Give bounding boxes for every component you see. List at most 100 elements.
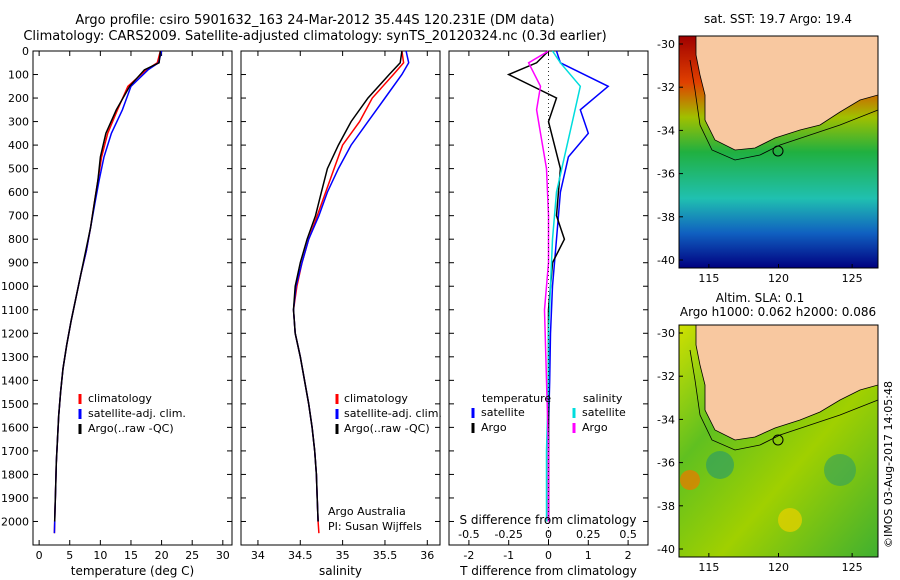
differences-xtick-label: -2 bbox=[463, 549, 474, 562]
sla-map-title-1: Altim. SLA: 0.1 bbox=[716, 291, 804, 305]
depth-tick-label: 900 bbox=[8, 257, 29, 270]
s-diff-tick-label: 0.5 bbox=[619, 528, 637, 541]
sst-map-land bbox=[695, 35, 879, 151]
map-ytick-label: -34 bbox=[657, 124, 675, 137]
temperature-xtick-label: 5 bbox=[66, 549, 73, 562]
map-ytick-label: -32 bbox=[657, 81, 675, 94]
depth-tick-label: 1700 bbox=[1, 445, 29, 458]
depth-tick-label: 1500 bbox=[1, 398, 29, 411]
s-diff-tick-label: -0.25 bbox=[494, 528, 522, 541]
annotation-line-2: PI: Susan Wijffels bbox=[328, 520, 422, 533]
legend-label: Argo bbox=[582, 421, 608, 434]
sla-map-title-2: Argo h1000: 0.062 h2000: 0.086 bbox=[680, 305, 876, 319]
legend-label: satellite bbox=[481, 406, 525, 419]
salinity-xtick-label: 34.5 bbox=[288, 549, 313, 562]
temperature-xtick-label: 0 bbox=[36, 549, 43, 562]
map-xtick-label: 120 bbox=[768, 272, 789, 285]
map-ytick-label: -30 bbox=[657, 327, 675, 340]
temperature-panel: 0 5 10 15 20 25 300100200300400500600700800900… bbox=[1, 45, 233, 578]
difference-panel: -2 -1 0 1 2 T difference from climatology -0.5… bbox=[448, 50, 649, 578]
legend-temp-header: temperature bbox=[482, 392, 551, 405]
temperature-xtick-label: 25 bbox=[185, 549, 199, 562]
temperature-xlabel: temperature (deg C) bbox=[71, 564, 194, 578]
depth-tick-label: 100 bbox=[8, 69, 29, 82]
map-xtick-label: 115 bbox=[698, 272, 719, 285]
temperature-xtick-label: 15 bbox=[124, 549, 138, 562]
legend-label: Argo(..raw -QC) bbox=[88, 422, 174, 435]
salinity-frame bbox=[240, 50, 441, 546]
s-diff-tick-label: 0 bbox=[545, 528, 552, 541]
map-ytick-label: -40 bbox=[657, 254, 675, 267]
depth-tick-label: 300 bbox=[8, 116, 29, 129]
differences-xtick-label: 0 bbox=[545, 549, 552, 562]
map-ytick-label: -38 bbox=[657, 500, 675, 513]
depth-tick-label: 800 bbox=[8, 233, 29, 246]
depth-tick-label: 700 bbox=[8, 210, 29, 223]
s-diff-tick-label: -0.5 bbox=[458, 528, 479, 541]
map-ytick-label: -32 bbox=[657, 370, 675, 383]
map-ytick-label: -34 bbox=[657, 413, 675, 426]
s-diff-tick-label: 0.25 bbox=[576, 528, 601, 541]
sst-map-argo-location bbox=[772, 145, 784, 157]
map-ytick-label: -36 bbox=[657, 457, 675, 470]
legend-label: Argo(..raw -QC) bbox=[344, 422, 430, 435]
salinity-xlabel: salinity bbox=[319, 564, 362, 578]
salinity-xtick-label: 36 bbox=[420, 549, 434, 562]
depth-tick-label: 1900 bbox=[1, 492, 29, 505]
salinity-xtick-label: 35.5 bbox=[373, 549, 398, 562]
legend-label: climatology bbox=[88, 392, 152, 405]
temperature-xtick-label: 20 bbox=[155, 549, 169, 562]
depth-tick-label: 1600 bbox=[1, 421, 29, 434]
legend-label: climatology bbox=[344, 392, 408, 405]
legend-label: Argo bbox=[481, 421, 507, 434]
map-xtick-label: 115 bbox=[698, 561, 719, 574]
sst-map: sat. SST: 19.7 Argo: 19.4 115 120 125 -30 -3… bbox=[657, 12, 879, 285]
sla-map: Altim. SLA: 0.1 Argo h1000: 0.062 h2000:… bbox=[657, 291, 879, 574]
temperature-xtick-label: 30 bbox=[216, 549, 230, 562]
legend-label: satellite bbox=[582, 406, 626, 419]
title-line-2: Climatology: CARS2009. Satellite-adjuste… bbox=[23, 29, 606, 44]
depth-tick-label: 1100 bbox=[1, 304, 29, 317]
differences-xtick-label: -1 bbox=[503, 549, 514, 562]
sla-map-land bbox=[695, 324, 879, 441]
depth-tick-label: 1800 bbox=[1, 468, 29, 481]
differences-xtick-label: 2 bbox=[625, 549, 632, 562]
temperature-frame bbox=[32, 50, 233, 546]
differences-series-argo_s bbox=[527, 50, 550, 522]
title-line-1: Argo profile: csiro 5901632_163 24-Mar-2… bbox=[75, 13, 554, 28]
differences-xlabel: T difference from climatology bbox=[459, 564, 637, 578]
salinity-xtick-label: 34 bbox=[251, 549, 265, 562]
depth-tick-label: 1000 bbox=[1, 280, 29, 293]
salinity-xtick-label: 35 bbox=[336, 549, 350, 562]
salinity-series-argo bbox=[292, 50, 403, 522]
sst-map-title: sat. SST: 19.7 Argo: 19.4 bbox=[704, 12, 852, 26]
map-xtick-label: 125 bbox=[842, 272, 863, 285]
salinity-panel: 34 34.5 35 35.5 36 salinity climatology satelli… bbox=[240, 50, 442, 578]
legend-sal-header: salinity bbox=[583, 392, 623, 405]
map-ytick-label: -30 bbox=[657, 38, 675, 51]
differences-xtick-label: 1 bbox=[585, 549, 592, 562]
depth-tick-label: 1400 bbox=[1, 374, 29, 387]
sla-map-argo-location bbox=[772, 434, 784, 446]
legend-label: satellite-adj. clim. bbox=[344, 407, 442, 420]
s-diff-xlabel: S difference from climatology bbox=[460, 513, 637, 527]
depth-tick-label: 2000 bbox=[1, 515, 29, 528]
depth-tick-label: 200 bbox=[8, 92, 29, 105]
map-xtick-label: 120 bbox=[768, 561, 789, 574]
temperature-series-argo bbox=[53, 50, 162, 522]
depth-tick-label: 1300 bbox=[1, 351, 29, 364]
temperature-xtick-label: 10 bbox=[93, 549, 107, 562]
differences-series-sat_s bbox=[545, 50, 582, 522]
credit: ©IMOS 03-Aug-2017 14:05:48 bbox=[882, 381, 895, 548]
map-xtick-label: 125 bbox=[842, 561, 863, 574]
depth-tick-label: 1200 bbox=[1, 327, 29, 340]
depth-tick-label: 0 bbox=[22, 45, 29, 58]
map-ytick-label: -40 bbox=[657, 543, 675, 556]
annotation-line-1: Argo Australia bbox=[328, 505, 406, 518]
map-ytick-label: -36 bbox=[657, 168, 675, 181]
depth-tick-label: 500 bbox=[8, 163, 29, 176]
depth-tick-label: 600 bbox=[8, 186, 29, 199]
legend-label: satellite-adj. clim. bbox=[88, 407, 186, 420]
depth-tick-label: 400 bbox=[8, 139, 29, 152]
